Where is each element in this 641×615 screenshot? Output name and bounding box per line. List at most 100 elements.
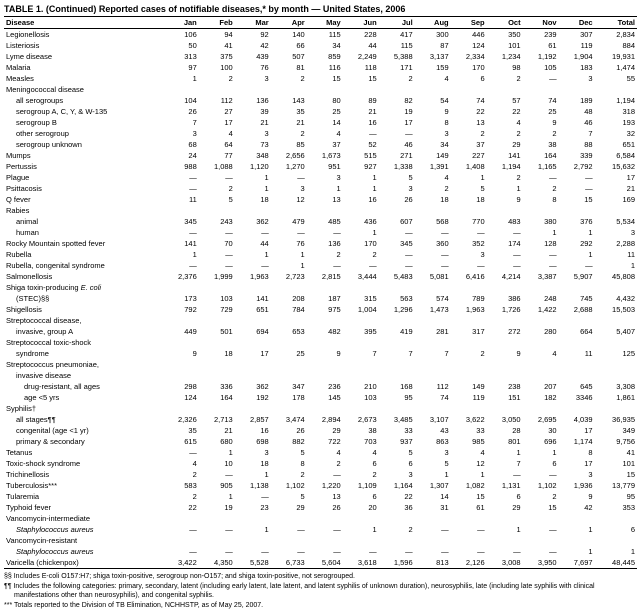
cell-value: 2 [343, 249, 379, 260]
cell-value [199, 84, 235, 95]
cell-value [307, 513, 343, 524]
cell-value: 436 [343, 216, 379, 227]
cell-value: 11 [595, 249, 637, 260]
cell-value [307, 205, 343, 216]
cell-value [523, 205, 559, 216]
cell-value: 615 [163, 436, 199, 447]
cell-value: 2,723 [271, 271, 307, 282]
cell-value: 2,834 [595, 29, 637, 41]
cell-value: 3,444 [343, 271, 379, 282]
cell-value [199, 535, 235, 546]
cell-value: 128 [523, 238, 559, 249]
table-row: invasive, group A44950169465348239541928… [4, 326, 637, 337]
cell-value [379, 370, 415, 381]
table-row: Listeriosis50414266344411587124101611198… [4, 40, 637, 51]
cell-value [415, 403, 451, 414]
cell-value: 104 [163, 95, 199, 106]
cell-value: 1,408 [451, 161, 487, 172]
cell-value: 141 [163, 238, 199, 249]
cell-value: 2 [487, 172, 523, 183]
cell-value: 8 [415, 117, 451, 128]
cell-value: 1,999 [199, 271, 235, 282]
cell-value: 651 [235, 304, 271, 315]
table-row: all serogroups10411213614380898254745774… [4, 95, 637, 106]
cell-value: 17 [559, 425, 595, 436]
table-row: other serogroup34324——3222732 [4, 128, 637, 139]
cell-value: — [523, 249, 559, 260]
table-row: congenital (age <1 yr)352116262938334333… [4, 425, 637, 436]
cell-value: 4,214 [487, 271, 523, 282]
cell-value [379, 359, 415, 370]
table-row: all stages¶¶2,3262,7132,8573,4742,8942,6… [4, 414, 637, 425]
cell-value [559, 370, 595, 381]
cell-value: 52 [343, 139, 379, 150]
cell-value: 2,713 [199, 414, 235, 425]
cell-value: 1 [487, 524, 523, 535]
cell-value: 6 [451, 73, 487, 84]
cell-value: 7 [415, 348, 451, 359]
cell-value: 4 [415, 73, 451, 84]
cell-disease: Legionellosis [4, 29, 163, 41]
cell-value [307, 370, 343, 381]
cell-value: — [379, 260, 415, 271]
cell-value: 44 [343, 40, 379, 51]
table-row: Q fever115181213162618189815169 [4, 194, 637, 205]
cell-value [595, 359, 637, 370]
cell-value: 61 [523, 40, 559, 51]
footnote-line: ¶¶ Includes the following categories: pr… [14, 582, 637, 600]
cell-value: 3 [415, 447, 451, 458]
cell-disease: Tularemia [4, 491, 163, 502]
cell-value: — [523, 546, 559, 557]
cell-value: 5 [415, 458, 451, 469]
cell-value: 3 [559, 469, 595, 480]
cell-disease: Rabies [4, 205, 163, 216]
cell-value: 64 [199, 139, 235, 150]
cell-value: 568 [415, 216, 451, 227]
cell-value: 31 [415, 502, 451, 513]
cell-value: 95 [595, 491, 637, 502]
cell-value [487, 535, 523, 546]
cell-value: 42 [559, 502, 595, 513]
cell-value: 5 [379, 172, 415, 183]
cell-value [271, 315, 307, 326]
cell-value [559, 84, 595, 95]
cell-value [487, 359, 523, 370]
table-row: Vancomycin-resistant [4, 535, 637, 546]
cell-disease: Staphylococcus aureus [4, 524, 163, 535]
cell-value: 5 [271, 447, 307, 458]
cell-value: 2 [163, 469, 199, 480]
cell-value: 164 [523, 150, 559, 161]
table-row: Salmonellosis2,3761,9991,9632,7232,8153,… [4, 271, 637, 282]
table-row: age <5 yrs124164192178145103957411915118… [4, 392, 637, 403]
cell-value [163, 315, 199, 326]
cell-value: 3,622 [451, 414, 487, 425]
col-total: Total [595, 17, 637, 29]
table-row: Tuberculosis***5839051,1381,1021,2201,10… [4, 480, 637, 491]
cell-value: 21 [199, 425, 235, 436]
cell-value [307, 282, 343, 293]
cell-value: 34 [307, 40, 343, 51]
cell-value: 1 [235, 524, 271, 535]
cell-value [559, 282, 595, 293]
cell-value [235, 403, 271, 414]
cell-value: 70 [199, 238, 235, 249]
cell-value: 479 [271, 216, 307, 227]
cell-value: 1,131 [487, 480, 523, 491]
cell-value: 37 [307, 139, 343, 150]
cell-value: 25 [271, 348, 307, 359]
cell-value: — [235, 260, 271, 271]
cell-value [487, 84, 523, 95]
cell-value: 2 [271, 73, 307, 84]
cell-value: 89 [343, 95, 379, 106]
cell-value: 2 [451, 128, 487, 139]
cell-value: 350 [487, 29, 523, 41]
cell-value: 174 [487, 238, 523, 249]
cell-value: 5 [199, 194, 235, 205]
cell-value: 1 [163, 73, 199, 84]
cell-value: 574 [415, 293, 451, 304]
cell-value: 6 [523, 458, 559, 469]
cell-value: — [235, 227, 271, 238]
cell-value: 136 [307, 238, 343, 249]
cell-value: 45,808 [595, 271, 637, 282]
cell-value: 4 [523, 348, 559, 359]
